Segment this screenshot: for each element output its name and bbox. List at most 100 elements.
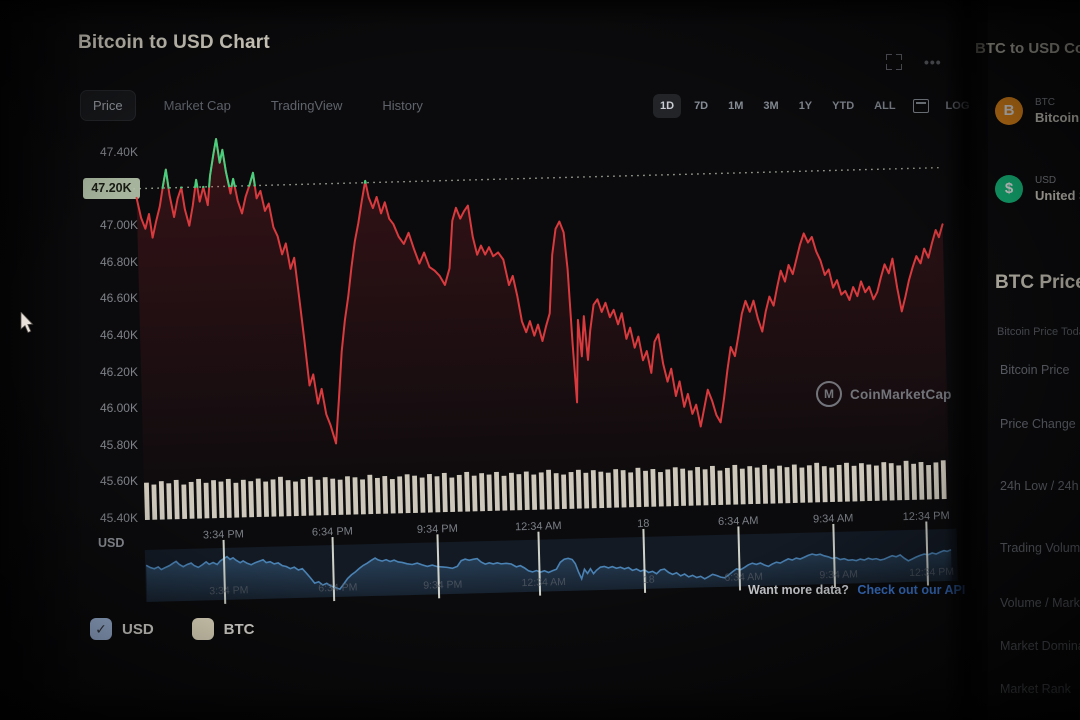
log-scale-toggle[interactable]: LOG bbox=[945, 100, 970, 112]
volume-bar bbox=[851, 465, 858, 502]
volume-bar bbox=[918, 461, 925, 500]
volume-bar bbox=[508, 472, 515, 511]
volume-bar bbox=[240, 479, 247, 518]
stat-row-24h-low-high: 24h Low / 24h High bbox=[1000, 479, 1080, 493]
volume-bar bbox=[791, 464, 798, 504]
tab-market-cap[interactable]: Market Cap bbox=[163, 98, 231, 113]
volume-bar bbox=[724, 467, 731, 505]
volume-bar bbox=[434, 476, 441, 513]
tab-tradingview[interactable]: TradingView bbox=[270, 98, 343, 113]
volume-bar bbox=[762, 464, 768, 504]
volume-bar bbox=[307, 476, 314, 516]
y-axis-unit: USD bbox=[98, 536, 125, 550]
x-axis-label: 9:34 PM bbox=[417, 523, 458, 536]
volume-bar bbox=[374, 477, 381, 514]
legend-usd[interactable]: ✓ USD bbox=[90, 618, 154, 640]
navigator-label: 12:34 AM bbox=[521, 576, 566, 589]
volume-bar bbox=[203, 482, 210, 519]
x-axis-label: 6:34 PM bbox=[312, 526, 353, 539]
right-sidebar: BTC to USD Converter B BTC Bitcoin $ USD… bbox=[975, 0, 1080, 720]
coinmarketcap-watermark: M CoinMarketCap bbox=[816, 381, 952, 407]
volume-bar bbox=[270, 479, 277, 517]
range-1d[interactable]: 1D bbox=[653, 94, 682, 118]
volume-bar bbox=[233, 482, 240, 518]
volume-bar bbox=[747, 466, 754, 505]
usd-checkbox[interactable]: ✓ bbox=[90, 618, 112, 640]
converter-title: BTC to USD Converter bbox=[975, 40, 1080, 57]
volume-bar bbox=[561, 474, 567, 510]
fullscreen-icon[interactable] bbox=[886, 54, 902, 70]
volume-bar bbox=[658, 472, 664, 507]
volume-bar bbox=[672, 467, 679, 507]
range-all[interactable]: ALL bbox=[874, 100, 896, 112]
stats-subtitle: Bitcoin Price Today bbox=[997, 326, 1080, 338]
volume-bar bbox=[858, 463, 865, 502]
volume-bar bbox=[590, 470, 597, 509]
volume-bar bbox=[881, 462, 888, 501]
volume-bar bbox=[531, 474, 538, 510]
volume-bar bbox=[486, 474, 493, 512]
volume-bar bbox=[799, 467, 806, 503]
volume-bar bbox=[173, 479, 180, 520]
photo-shadow-left bbox=[0, 0, 85, 720]
range-1m[interactable]: 1M bbox=[728, 100, 744, 112]
volume-bar bbox=[650, 468, 657, 507]
volume-bar bbox=[583, 472, 590, 509]
navigator-label: 6:34 AM bbox=[724, 571, 763, 584]
legend-btc[interactable]: BTC bbox=[191, 618, 255, 640]
volume-bar bbox=[158, 481, 165, 520]
photo-shadow-top bbox=[0, 0, 1080, 26]
range-1y[interactable]: 1Y bbox=[798, 100, 813, 112]
range-ytd[interactable]: YTD bbox=[832, 100, 855, 112]
api-link[interactable]: Check out our API bbox=[857, 583, 966, 597]
volume-bar bbox=[538, 472, 545, 510]
volume-bar bbox=[188, 481, 195, 519]
navigator-label: 9:34 AM bbox=[819, 568, 858, 581]
price-line-above-threshold bbox=[363, 179, 367, 184]
volume-bar bbox=[181, 484, 188, 519]
volume-bar bbox=[665, 469, 672, 507]
tab-price[interactable]: Price bbox=[80, 90, 136, 121]
volume-bar bbox=[151, 484, 158, 520]
volume-bar bbox=[441, 472, 448, 513]
volume-bar bbox=[836, 464, 843, 502]
volume-bar bbox=[777, 465, 783, 504]
converter-row-btc[interactable]: B BTC Bitcoin bbox=[995, 96, 1079, 125]
volume-bar bbox=[456, 474, 463, 512]
converter-row-usd[interactable]: $ USD United States Dollar bbox=[995, 174, 1080, 203]
volume-bar bbox=[389, 479, 396, 514]
range-selector: 1D 7D 1M 3M 1Y YTD ALL LOG bbox=[653, 94, 976, 118]
y-axis-label: 46.00K bbox=[99, 401, 138, 415]
page-title: Bitcoin to USD Chart bbox=[78, 32, 270, 53]
volume-bar bbox=[575, 469, 582, 509]
volume-bar bbox=[144, 482, 150, 520]
volume-bar bbox=[211, 480, 217, 519]
chart-legend: ✓ USD BTC bbox=[90, 618, 255, 640]
volume-bar bbox=[620, 470, 627, 508]
stat-row-market-rank: Market Rank bbox=[1000, 682, 1071, 696]
x-axis-label: 12:34 PM bbox=[902, 510, 949, 523]
volume-bar bbox=[426, 474, 433, 513]
range-3m[interactable]: 3M bbox=[763, 100, 779, 112]
price-chart[interactable]: 3:34 PM 6:34 PM 9:34 PM 12:34 AM 18 6:34 AM 9:… bbox=[130, 119, 962, 612]
volume-bar bbox=[419, 477, 426, 513]
y-axis-label: 45.80K bbox=[99, 438, 138, 452]
api-promo: Want more data? Check out our API bbox=[748, 583, 965, 597]
volume-bar bbox=[523, 471, 530, 511]
more-options-icon[interactable]: ••• bbox=[924, 54, 942, 70]
tab-history[interactable]: History bbox=[382, 98, 423, 113]
stats-title: BTC Price Statistics bbox=[995, 272, 1080, 293]
volume-bar bbox=[643, 470, 649, 507]
volume-bar bbox=[829, 467, 835, 503]
chart-tabs: Price Market Cap TradingView History bbox=[80, 90, 435, 121]
volume-bar bbox=[345, 476, 351, 515]
volume-bar bbox=[248, 481, 255, 518]
btc-checkbox[interactable] bbox=[191, 618, 214, 640]
navigator-label: 6:34 PM bbox=[318, 581, 357, 594]
volume-bar bbox=[322, 477, 329, 516]
range-7d[interactable]: 7D bbox=[694, 100, 709, 112]
x-axis-label: 6:34 AM bbox=[718, 515, 759, 528]
calendar-icon[interactable] bbox=[912, 99, 929, 113]
volume-bar bbox=[471, 475, 478, 512]
price-line-above-threshold bbox=[194, 178, 199, 189]
